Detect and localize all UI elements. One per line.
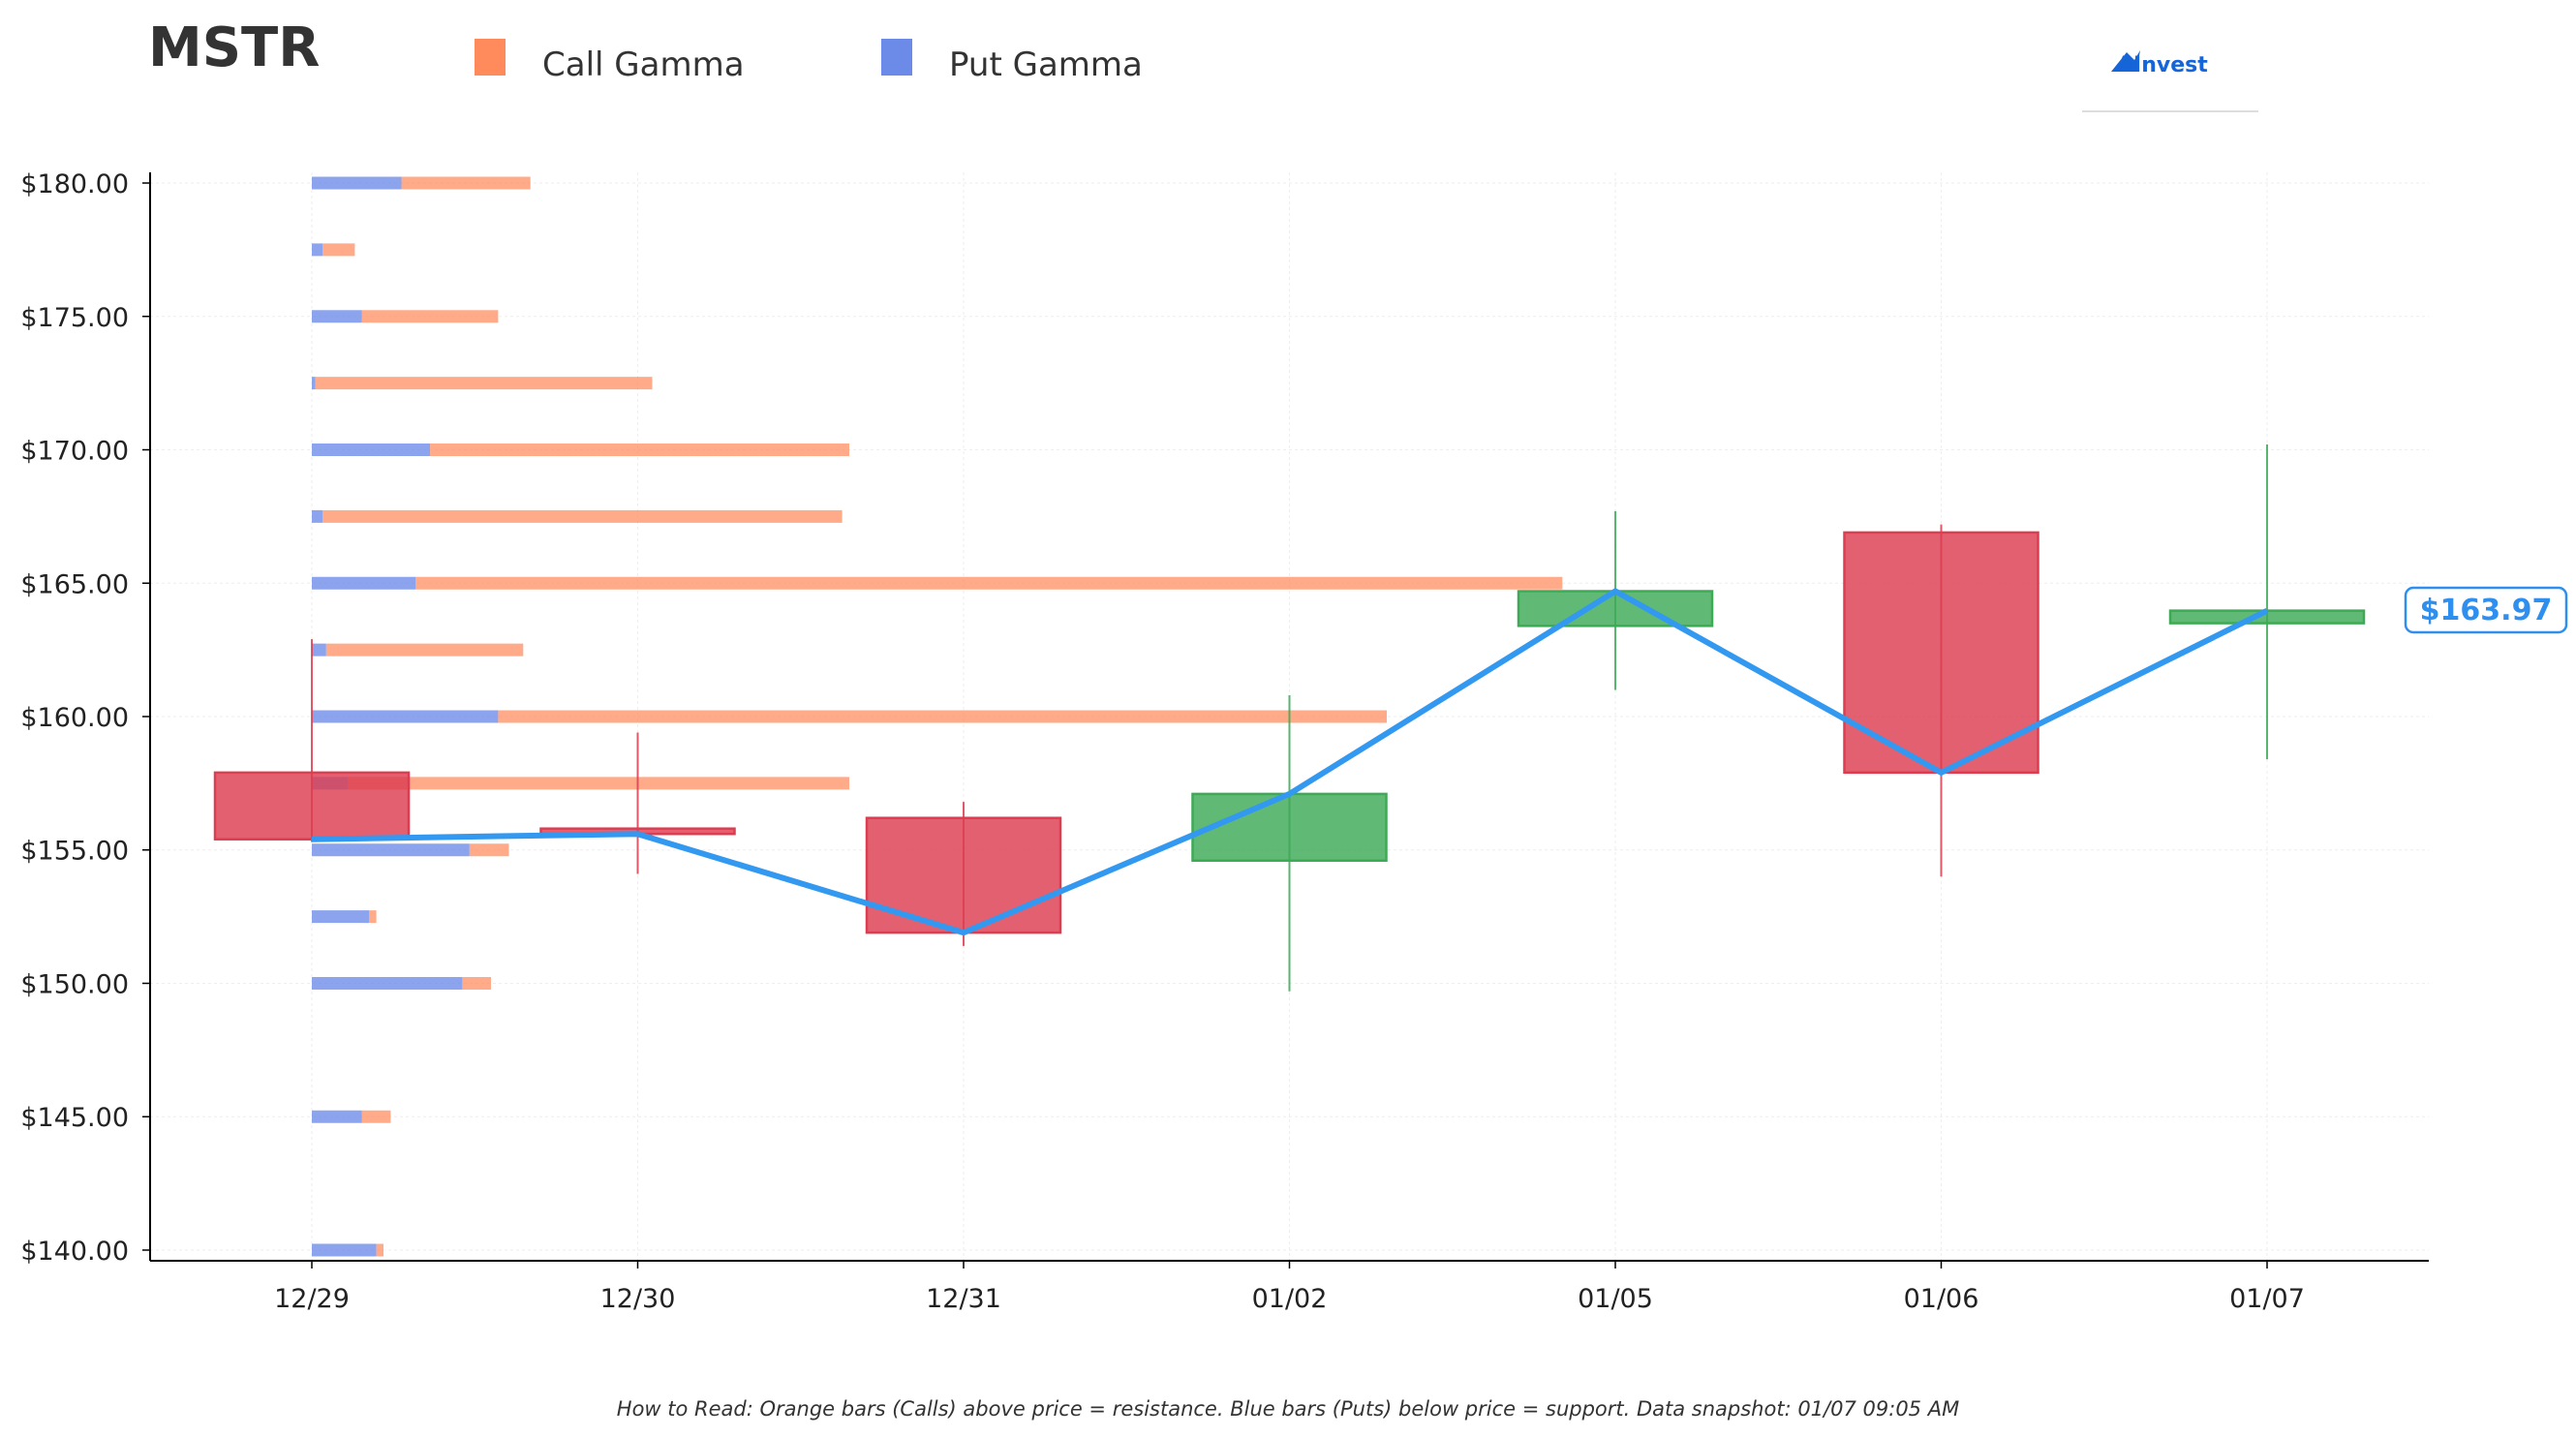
- call-gamma-bar: [498, 710, 1387, 723]
- call-gamma-bar: [430, 443, 849, 457]
- last-price-label: $163.97: [2420, 594, 2553, 627]
- put-gamma-bar: [312, 643, 326, 657]
- put-gamma-bar: [312, 176, 402, 190]
- call-gamma-bar: [322, 509, 843, 523]
- close-line-point: [311, 838, 313, 841]
- candles: [213, 444, 2366, 992]
- y-tick-label: $145.00: [20, 1103, 129, 1133]
- close-line-point: [636, 833, 639, 836]
- x-tick-label: 01/07: [2229, 1284, 2305, 1314]
- put-gamma-bar: [312, 710, 499, 723]
- legend-swatch-put: [881, 39, 912, 76]
- gamma-bars: [312, 176, 1563, 1257]
- y-tick-label: $165.00: [20, 569, 129, 599]
- x-tick-label: 01/02: [1252, 1284, 1328, 1314]
- close-price-line: [311, 588, 2269, 936]
- legend-label-call: Call Gamma: [542, 46, 745, 84]
- candle-body: [1191, 792, 1388, 863]
- call-gamma-bar: [369, 910, 377, 924]
- close-line-point: [1288, 792, 1291, 795]
- put-gamma-bar: [312, 243, 323, 257]
- call-gamma-bar: [322, 243, 355, 257]
- call-gamma-bar: [361, 1110, 391, 1123]
- y-tick-label: $170.00: [20, 437, 129, 467]
- ainvest-logo: AInvest: [2082, 50, 2258, 112]
- put-gamma-bar: [312, 377, 316, 390]
- call-gamma-bar: [401, 176, 531, 190]
- candle-body: [1843, 531, 2039, 775]
- legend-swatch-call: [475, 39, 506, 76]
- call-gamma-bar: [415, 576, 1563, 590]
- close-line-point: [2266, 609, 2268, 612]
- put-gamma-bar: [312, 1110, 362, 1123]
- call-gamma-bar: [315, 377, 653, 390]
- last-price-tag: $163.97: [2404, 586, 2568, 634]
- y-tick-label: $160.00: [20, 703, 129, 733]
- y-tick-label: $180.00: [20, 169, 129, 199]
- call-gamma-bar: [462, 976, 491, 990]
- candle-body: [865, 816, 1062, 934]
- put-gamma-bar: [312, 509, 323, 523]
- y-tick-label: $140.00: [20, 1237, 129, 1267]
- x-tick-label: 01/06: [1904, 1284, 1979, 1314]
- put-gamma-bar: [312, 976, 463, 990]
- footnote: How to Read: Orange bars (Calls) above p…: [617, 1397, 1959, 1421]
- x-axis-ticks: 12/29 12/30 12/31 01/02 01/05 01/06 01/07: [274, 1261, 2305, 1314]
- candle-body: [1517, 590, 1714, 627]
- legend-label-put: Put Gamma: [949, 46, 1143, 84]
- x-tick-label: 01/05: [1578, 1284, 1653, 1314]
- logo-text: AInvest: [2117, 53, 2208, 77]
- y-axis-ticks: $140.00 $145.00 $150.00 $155.00 $160.00 $165.…: [20, 169, 150, 1267]
- close-line-point: [1940, 771, 1943, 774]
- y-tick-label: $175.00: [20, 303, 129, 333]
- chart-title: MSTR: [148, 16, 320, 79]
- y-tick-label: $150.00: [20, 969, 129, 999]
- put-gamma-bar: [312, 443, 431, 457]
- call-gamma-bar: [325, 643, 524, 657]
- x-tick-label: 12/30: [600, 1284, 676, 1314]
- put-gamma-bar: [312, 576, 416, 590]
- y-tick-label: $155.00: [20, 837, 129, 867]
- logo-icon: [2111, 50, 2140, 72]
- close-line-point: [1614, 590, 1616, 593]
- call-gamma-bar: [376, 1243, 383, 1257]
- close-line-point: [963, 932, 965, 934]
- put-gamma-bar: [312, 1243, 377, 1257]
- x-tick-label: 12/29: [274, 1284, 350, 1314]
- x-tick-label: 12/31: [926, 1284, 1001, 1314]
- last-price-box: [2404, 586, 2568, 634]
- put-gamma-bar: [312, 910, 370, 924]
- candle-body: [213, 771, 411, 841]
- call-gamma-bar: [348, 777, 849, 790]
- put-gamma-bar: [312, 310, 362, 323]
- put-gamma-bar: [312, 843, 470, 857]
- call-gamma-bar: [361, 310, 499, 323]
- call-gamma-bar: [469, 843, 509, 857]
